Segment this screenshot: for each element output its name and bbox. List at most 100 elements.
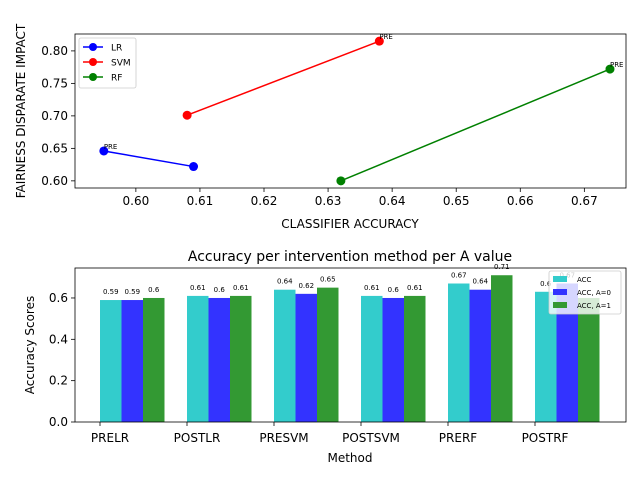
- top-series: PRE PRE PRE: [99, 33, 624, 186]
- category-label: POSTLR: [174, 431, 221, 445]
- bar: [295, 293, 317, 422]
- bottom-y-tick-label: 0.6: [49, 291, 68, 305]
- bar: [578, 297, 600, 422]
- bar-value-label: 0.71: [494, 263, 510, 271]
- top-y-tick-label: 0.80: [41, 44, 68, 58]
- legend-swatch: [553, 302, 567, 308]
- bar: [448, 283, 470, 422]
- bar-value-label: 0.61: [233, 284, 249, 292]
- bar: [187, 295, 209, 422]
- bottom-y-tick-label: 0.2: [49, 374, 68, 388]
- top-x-tick-label: 0.65: [443, 194, 470, 208]
- legend-marker-lr: [89, 43, 97, 51]
- category-label: PRERF: [439, 431, 477, 445]
- bar-value-label: 0.61: [407, 284, 423, 292]
- bar: [317, 287, 339, 422]
- bar: [404, 295, 426, 422]
- top-x-tick-label: 0.63: [315, 194, 342, 208]
- bar-value-label: 0.64: [472, 278, 488, 286]
- bar: [208, 297, 230, 422]
- top-y-tick-label: 0.60: [41, 174, 68, 188]
- bar: [382, 297, 404, 422]
- bar-value-label: 0.61: [190, 284, 206, 292]
- top-plot-area: [74, 33, 627, 189]
- top-x-tick-label: 0.62: [251, 194, 278, 208]
- series-line-rf: [340, 68, 611, 182]
- bar-value-label: 0.67: [451, 272, 467, 280]
- bar: [535, 291, 557, 422]
- legend-label: ACC, A=1: [577, 302, 611, 310]
- bottom-plot-area: [75, 268, 626, 422]
- bottom-x-ticks: PRELR POSTLR PRESVM POSTSVM PRERF POSTRF: [91, 422, 569, 445]
- category-label: PRESVM: [259, 431, 308, 445]
- bottom-chart-title: Accuracy per intervention method per A v…: [188, 249, 512, 265]
- bar-value-label: 0.6: [540, 280, 552, 288]
- data-point-rf: [336, 176, 346, 186]
- category-label: POSTRF: [522, 431, 569, 445]
- legend-label-lr: LR: [111, 44, 122, 54]
- annotation-lr: PRE: [104, 143, 118, 151]
- bottom-y-ticks: 0.0 0.2 0.4 0.6: [49, 291, 75, 429]
- top-x-tick-label: 0.64: [379, 194, 406, 208]
- data-point-lr: [99, 146, 109, 156]
- bar: [121, 300, 143, 422]
- bar-value-label: 0.64: [277, 278, 293, 286]
- top-scatter-chart: 0.60 0.61 0.62 0.63 0.64 0.65 0.66 0.67 0.600.6…: [14, 23, 627, 231]
- data-point-svm: [182, 110, 192, 120]
- series-line-svm: [186, 40, 380, 116]
- legend-swatch: [553, 276, 567, 282]
- bottom-legend: ACC ACC, A=0 ACC, A=1: [548, 270, 622, 315]
- bottom-x-axis-label: Method: [327, 451, 372, 465]
- top-y-tick-label: 0.70: [41, 109, 68, 123]
- bar-value-label: 0.59: [103, 288, 119, 296]
- top-x-tick-label: 0.67: [571, 194, 598, 208]
- top-x-tick-label: 0.61: [187, 194, 214, 208]
- legend-marker-rf: [89, 73, 97, 81]
- bottom-bars: [100, 275, 600, 422]
- legend-label-rf: RF: [111, 74, 122, 84]
- legend-label: ACC: [577, 276, 592, 284]
- bar-value-label: 0.61: [364, 284, 380, 292]
- bar-value-label: 0.62: [298, 282, 314, 290]
- top-x-ticks: 0.60 0.61 0.62 0.63 0.64 0.65 0.66 0.67: [123, 188, 598, 208]
- data-point-svm: [374, 36, 384, 46]
- bottom-bar-chart: Accuracy per intervention method per A v…: [23, 249, 627, 465]
- bar: [143, 297, 165, 422]
- bottom-y-axis-label: Accuracy Scores: [23, 296, 37, 394]
- top-legend: LR SVM RF: [78, 37, 137, 89]
- legend-swatch: [553, 289, 567, 295]
- top-y-tick-label: 0.75: [41, 76, 68, 90]
- data-point-rf: [605, 64, 615, 74]
- top-y-tick-label: 0.65: [41, 141, 68, 155]
- bottom-y-tick-label: 0.4: [49, 332, 68, 346]
- legend-marker-svm: [89, 58, 97, 66]
- top-y-ticks: 0.60 0.65 0.70 0.75 0.80: [41, 44, 75, 188]
- bar-value-label: 0.6: [214, 286, 226, 294]
- top-x-tick-label: 0.66: [507, 194, 534, 208]
- category-label: POSTSVM: [342, 431, 400, 445]
- bar: [361, 295, 383, 422]
- annotation-svm: PRE: [379, 33, 393, 41]
- bar-value-label: 0.6: [148, 286, 160, 294]
- bar: [274, 289, 296, 422]
- bar: [491, 275, 513, 422]
- bar: [230, 295, 252, 422]
- series-line-lr: [103, 150, 194, 168]
- bottom-plot-frame: [74, 267, 627, 423]
- top-x-tick-label: 0.60: [123, 194, 150, 208]
- bar-value-label: 0.65: [320, 276, 336, 284]
- legend-label: ACC, A=0: [577, 289, 611, 297]
- category-label: PRELR: [91, 431, 129, 445]
- bar-value-label: 0.6: [388, 286, 400, 294]
- legend-label-svm: SVM: [111, 59, 131, 69]
- bottom-y-tick-label: 0.0: [49, 415, 68, 429]
- bar-value-label: 0.59: [124, 288, 140, 296]
- top-x-axis-label: CLASSIFIER ACCURACY: [281, 217, 419, 231]
- top-y-axis-label: FAIRNESS DISPARATE IMPACT: [14, 23, 28, 198]
- data-point-lr: [189, 162, 199, 172]
- bar: [469, 289, 491, 422]
- bar: [556, 283, 578, 422]
- annotation-rf: PRE: [610, 61, 624, 69]
- bar: [100, 300, 122, 422]
